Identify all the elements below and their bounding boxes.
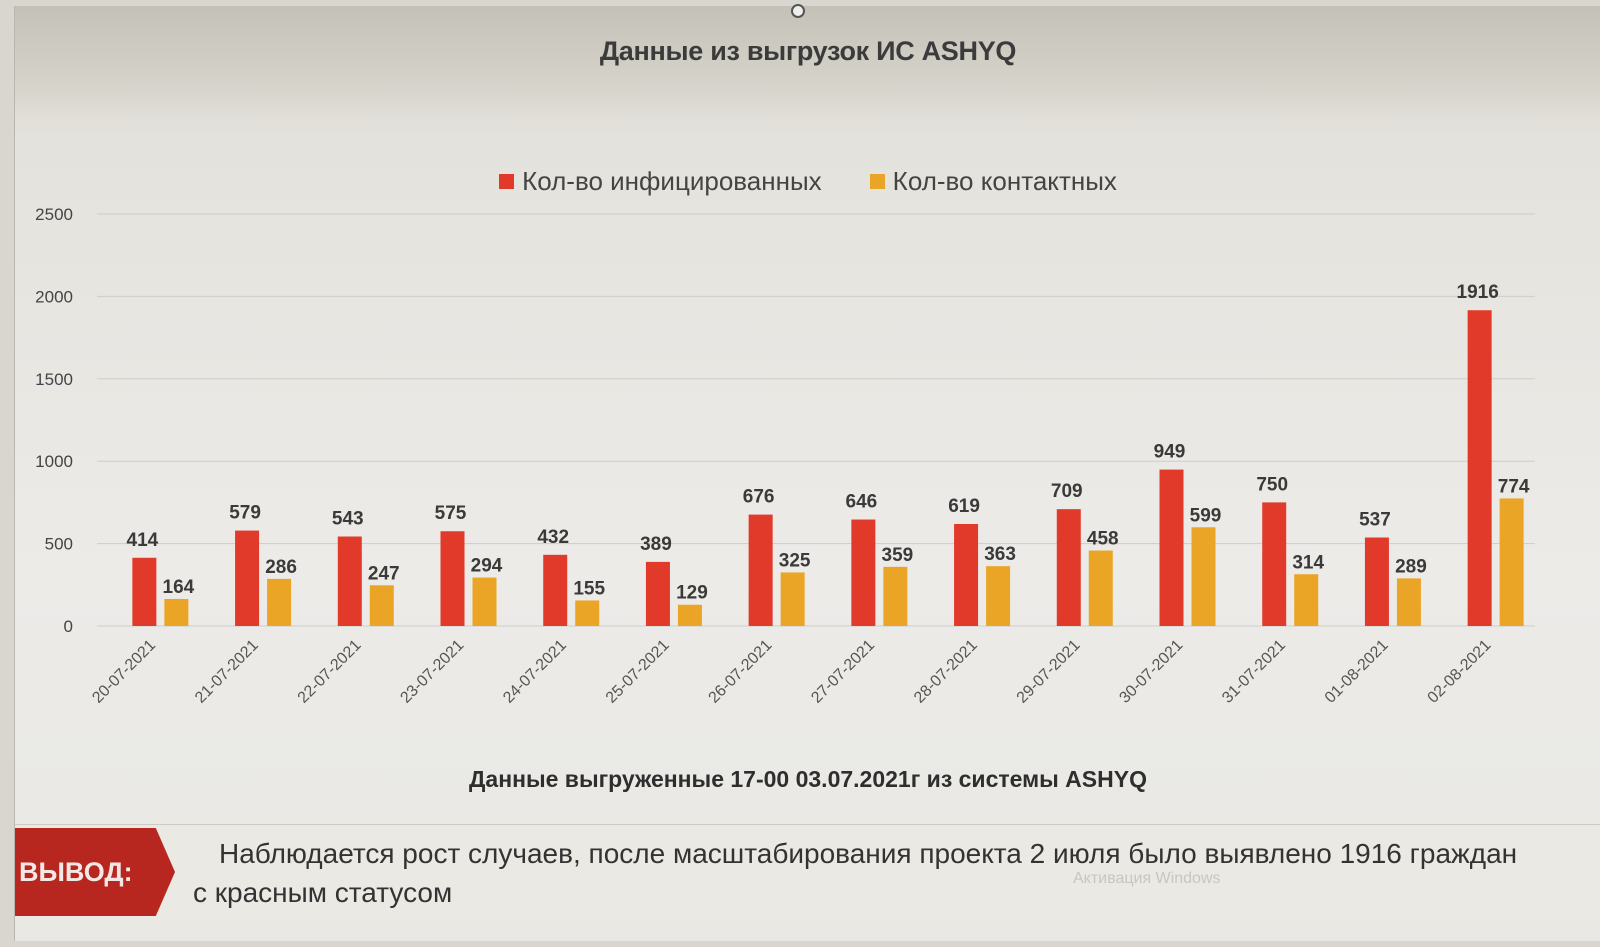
conclusion-line-1: Наблюдается рост случаев, после масштаби… <box>219 838 1518 869</box>
conclusion-text: Наблюдается рост случаев, после масштаби… <box>193 834 1593 912</box>
data-label-contacts: 155 <box>573 578 605 599</box>
slide: Данные из выгрузок ИС ASHYQ Кол-во инфиц… <box>14 4 1600 941</box>
data-label-contacts: 314 <box>1292 552 1324 573</box>
x-tick-label: 20-07-2021 <box>89 637 159 707</box>
bar-contacts <box>677 604 702 626</box>
x-tick-label: 25-07-2021 <box>603 637 673 707</box>
bar-contacts <box>267 578 292 626</box>
bar-infected <box>132 557 157 626</box>
bar-contacts <box>369 585 394 626</box>
data-label-contacts: 286 <box>265 557 297 578</box>
y-tick-label: 1000 <box>35 452 73 471</box>
chart-title: Данные из выгрузок ИС ASHYQ <box>599 36 1017 66</box>
data-label-infected: 389 <box>640 534 672 555</box>
x-tick-label: 01-08-2021 <box>1322 637 1392 707</box>
bar-contacts <box>575 600 600 626</box>
bar-contacts <box>986 566 1011 626</box>
data-label-contacts: 294 <box>471 556 503 577</box>
x-tick-label: 27-07-2021 <box>808 637 878 707</box>
legend-label-contacts: Кол-во контактных <box>892 166 1117 196</box>
data-label-infected: 676 <box>743 487 775 508</box>
data-label-infected: 1916 <box>1457 282 1499 303</box>
title-band <box>15 6 1600 114</box>
data-label-infected: 579 <box>229 503 261 524</box>
y-tick-label: 500 <box>45 535 73 554</box>
bar-contacts <box>1191 527 1216 626</box>
y-tick-label: 0 <box>64 617 73 636</box>
x-tick-label: 28-07-2021 <box>911 637 981 707</box>
y-tick-label: 1500 <box>35 370 73 389</box>
data-label-infected: 537 <box>1359 510 1391 531</box>
data-label-infected: 619 <box>948 496 980 517</box>
bar-infected <box>954 523 979 626</box>
conclusion-line-2: с красным статусом <box>193 877 453 908</box>
data-label-infected: 414 <box>127 530 159 551</box>
data-label-infected: 646 <box>846 492 878 513</box>
bar-infected <box>1364 537 1389 626</box>
data-label-contacts: 129 <box>676 583 708 604</box>
data-label-contacts: 164 <box>163 577 195 598</box>
chart-footnote: Данные выгруженные 17-00 03.07.2021г из … <box>469 766 1147 792</box>
bar-infected <box>440 531 465 626</box>
bar-infected <box>748 514 773 626</box>
bar-contacts <box>1396 578 1421 626</box>
data-label-contacts: 599 <box>1190 505 1222 526</box>
legend-swatch-contacts <box>869 174 885 189</box>
x-tick-label: 29-07-2021 <box>1014 637 1084 707</box>
data-label-infected: 575 <box>435 503 467 524</box>
legend-swatch-infected <box>499 174 515 189</box>
chart-legend: Кол-во инфицированных Кол-во контактных <box>15 166 1600 197</box>
bar-chart: 0 500 1000 1500 2000 2500 414 164 20-07-2021 579 2… <box>35 205 1535 707</box>
y-tick-label: 2000 <box>35 287 73 306</box>
data-label-infected: 543 <box>332 509 364 530</box>
data-label-infected: 949 <box>1154 442 1186 463</box>
top-resize-handle[interactable] <box>791 4 805 18</box>
bar-contacts <box>1294 574 1319 626</box>
bar-infected <box>851 519 876 626</box>
bar-infected <box>543 554 568 626</box>
x-tick-label: 24-07-2021 <box>500 637 570 707</box>
data-label-contacts: 247 <box>368 563 400 584</box>
data-label-infected: 750 <box>1256 474 1288 495</box>
bar-infected <box>1159 469 1184 626</box>
legend-item-infected: Кол-во инфицированных <box>499 166 822 197</box>
bar-infected <box>235 530 260 626</box>
x-tick-label: 23-07-2021 <box>397 637 467 707</box>
bar-infected <box>337 536 362 626</box>
windows-activation-watermark: Активация Windows <box>1073 870 1221 887</box>
data-label-infected: 432 <box>537 527 569 548</box>
bar-infected <box>1262 502 1287 626</box>
bar-infected <box>1467 310 1492 626</box>
bar-contacts <box>780 572 805 626</box>
data-label-contacts: 289 <box>1395 556 1427 577</box>
bar-contacts <box>1499 498 1524 626</box>
conclusion-bar <box>15 824 1600 921</box>
x-tick-label: 26-07-2021 <box>706 637 776 707</box>
x-tick-label: 21-07-2021 <box>192 637 262 707</box>
data-label-infected: 709 <box>1051 481 1083 502</box>
data-label-contacts: 325 <box>779 550 811 571</box>
bar-contacts <box>1088 550 1113 626</box>
x-tick-label: 22-07-2021 <box>295 637 365 707</box>
data-label-contacts: 363 <box>984 544 1016 565</box>
data-label-contacts: 774 <box>1498 476 1530 497</box>
bar-contacts <box>164 598 189 626</box>
x-tick-label: 02-08-2021 <box>1425 637 1495 707</box>
bar-infected <box>1056 509 1081 626</box>
bar-contacts <box>883 566 908 626</box>
legend-item-contacts: Кол-во контактных <box>869 166 1117 197</box>
x-tick-label: 31-07-2021 <box>1219 637 1289 707</box>
bar-infected <box>645 561 670 626</box>
legend-label-infected: Кол-во инфицированных <box>522 166 822 196</box>
x-tick-label: 30-07-2021 <box>1116 637 1186 707</box>
conclusion-tag: ВЫВОД: <box>15 828 175 916</box>
data-label-contacts: 359 <box>882 545 914 566</box>
bar-contacts <box>472 577 497 626</box>
y-tick-label: 2500 <box>35 205 73 224</box>
data-label-contacts: 458 <box>1087 529 1119 550</box>
